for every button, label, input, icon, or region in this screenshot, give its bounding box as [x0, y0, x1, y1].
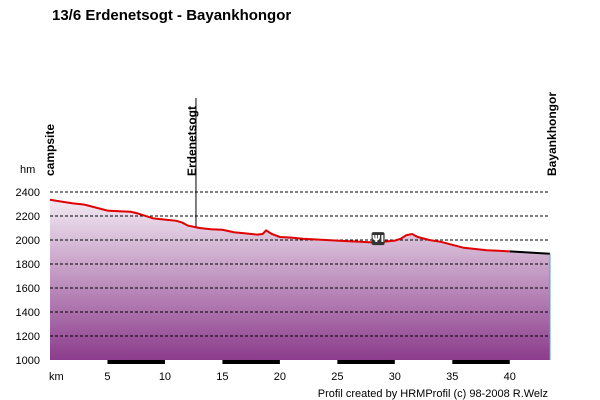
waypoint-label: Erdenetsogt: [185, 106, 199, 176]
credit-text: Profil created by HRMProfil (c) 98-2008 …: [318, 388, 548, 400]
x-tick-label: 10: [159, 371, 171, 383]
y-tick-label: 1000: [16, 355, 40, 367]
waypoint-label: Bayankhongor: [545, 92, 559, 176]
y-tick-label: 1600: [16, 283, 40, 295]
axis-scale-bar: [337, 360, 395, 364]
x-tick-label: 30: [389, 371, 401, 383]
svg-text:ΨΙ: ΨΙ: [372, 234, 384, 245]
axis-scale-bar: [107, 360, 165, 364]
axis-scale-bar: [452, 360, 510, 364]
elevation-line-tail: [509, 250, 551, 255]
x-tick-label: 20: [274, 371, 286, 383]
axis-scale-bar: [222, 360, 280, 364]
x-tick-label: 25: [331, 371, 343, 383]
restaurant-icon: ΨΙ: [371, 232, 385, 246]
y-tick-label: 2000: [16, 235, 40, 247]
x-tick-label: 35: [446, 371, 458, 383]
elevation-line: [49, 198, 510, 253]
y-axis-label: hm: [20, 164, 35, 176]
x-tick-label: 40: [504, 371, 516, 383]
x-tick-label: 15: [216, 371, 228, 383]
y-tick-label: 2200: [16, 211, 40, 223]
x-tick-label: 5: [104, 371, 110, 383]
waypoint-label: campsite: [43, 124, 57, 176]
y-tick-label: 1200: [16, 331, 40, 343]
x-axis-label: km: [49, 371, 64, 383]
y-tick-label: 1400: [16, 307, 40, 319]
chart-title: 13/6 Erdenetsogt - Bayankhongor: [52, 7, 291, 24]
y-tick-label: 2400: [16, 187, 40, 199]
y-tick-label: 1800: [16, 259, 40, 271]
